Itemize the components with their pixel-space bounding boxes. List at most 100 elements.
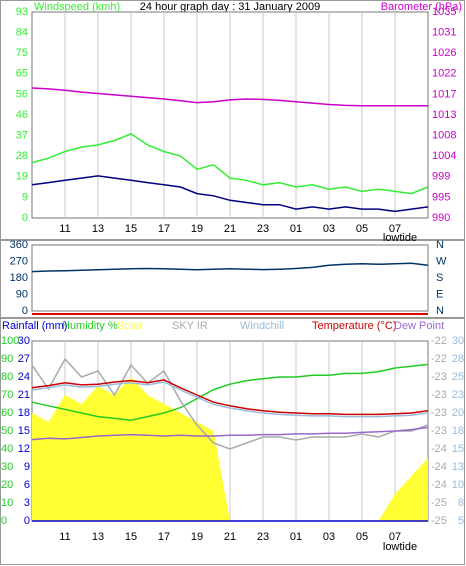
y4-tick-label: -24 (431, 461, 447, 473)
line (31, 426, 429, 441)
legend-label: Humidity % (62, 320, 118, 332)
y-tick-label: 30 (1, 461, 13, 473)
y3-tick-label: 15 (18, 425, 30, 437)
y-tick-label: 70 (1, 389, 13, 401)
y4-tick-label: -23 (431, 371, 447, 383)
y-tick-label: 65 (16, 68, 28, 80)
y-tick-label: 0 (1, 515, 7, 527)
x-tick-label: 05 (356, 223, 368, 235)
y3-tick-label: 24 (18, 371, 30, 383)
x-tick-label: 23 (257, 531, 269, 543)
y2-tick-label: 1031 (432, 27, 456, 39)
y3-tick-label: 18 (18, 407, 30, 419)
legend-label: Rainfall (mm) (2, 320, 67, 332)
y-tick-label: 90 (16, 288, 28, 300)
y3-tick-label: 12 (18, 443, 30, 455)
y-tick-label: 100 (1, 335, 19, 347)
y-tick-label: 75 (16, 47, 28, 59)
x-tick-label: 21 (224, 223, 236, 235)
x-tick-label: 21 (224, 531, 236, 543)
y-tick-label: 90 (1, 353, 13, 365)
y4-tick-label: -25 (431, 497, 447, 509)
y4-tick-label: -24 (431, 479, 447, 491)
y4-tick-label: -24 (431, 443, 447, 455)
y-tick-label: 40 (1, 443, 13, 455)
x-tick-label: 11 (59, 531, 70, 543)
y2-tick-label: 18 (452, 425, 464, 437)
y-tick-label: 360 (10, 239, 28, 251)
y-tick-label: 10 (1, 497, 13, 509)
y4-tick-label: -22 (431, 353, 447, 365)
y2-tick-label: 1022 (432, 68, 456, 80)
y2-tick-label: W (436, 255, 447, 267)
y-tick-label: 180 (10, 272, 28, 284)
line (31, 175, 429, 213)
y3-tick-label: 21 (18, 389, 30, 401)
y3-tick-label: 30 (18, 335, 30, 347)
y-tick-label: 20 (1, 479, 13, 491)
y2-tick-label: 1017 (432, 88, 456, 100)
x-tick-label: 15 (125, 223, 137, 235)
y2-tick-label: 995 (432, 191, 450, 203)
y2-axis-label: Barometer (hPa) (381, 1, 462, 13)
y4-tick-label: -23 (431, 425, 447, 437)
y-tick-label: 50 (1, 425, 13, 437)
y4-tick-label: -23 (431, 389, 447, 401)
y4-tick-label: -25 (431, 515, 447, 527)
annotation: lowtide (383, 541, 417, 553)
x-tick-label: 17 (158, 531, 170, 543)
y-tick-label: 60 (1, 407, 13, 419)
legend-label: Windchill (240, 320, 284, 332)
y4-tick-label: -23 (431, 407, 447, 419)
y2-tick-label: 23 (452, 389, 464, 401)
y-tick-label: 46 (16, 109, 28, 121)
y2-tick-label: 13 (452, 461, 464, 473)
x-tick-label: 19 (191, 223, 203, 235)
y-tick-label: 93 (16, 6, 28, 18)
y3-tick-label: 6 (24, 479, 30, 491)
y2-tick-label: E (436, 288, 443, 300)
y-tick-label: 28 (16, 150, 28, 162)
y-tick-label: 80 (1, 371, 13, 383)
y4-tick-label: -22 (431, 335, 447, 347)
x-tick-label: 17 (158, 223, 170, 235)
y2-tick-label: 1008 (432, 130, 456, 142)
y2-tick-label: 1026 (432, 47, 456, 59)
y-tick-label: 9 (22, 191, 28, 203)
y2-tick-label: 10 (452, 479, 464, 491)
y2-tick-label: 1013 (432, 109, 456, 121)
x-tick-label: 03 (323, 531, 335, 543)
y2-tick-label: 25 (452, 371, 464, 383)
y-tick-label: 270 (10, 255, 28, 267)
line (31, 363, 429, 421)
x-tick-label: 01 (290, 223, 302, 235)
y3-tick-label: 9 (24, 461, 30, 473)
area (32, 377, 428, 521)
y2-tick-label: N (436, 239, 444, 251)
y3-tick-label: 3 (24, 497, 30, 509)
x-tick-label: 13 (92, 531, 104, 543)
legend-label: Solar (117, 320, 143, 332)
y2-tick-label: 1004 (432, 150, 456, 162)
y2-tick-label: 5 (458, 515, 464, 527)
x-tick-label: 05 (356, 531, 368, 543)
y-tick-label: 0 (22, 305, 28, 317)
legend-label: Dew Point (394, 320, 444, 332)
y-tick-label: 84 (16, 27, 28, 39)
y2-tick-label: 20 (452, 407, 464, 419)
x-tick-label: 11 (59, 223, 70, 235)
y2-tick-label: N (436, 305, 444, 317)
x-tick-label: 01 (290, 531, 302, 543)
y2-tick-label: S (436, 272, 443, 284)
x-tick-label: 13 (92, 223, 104, 235)
x-tick-label: 23 (257, 223, 269, 235)
x-tick-label: 07 (389, 223, 401, 235)
x-tick-label: 15 (125, 531, 137, 543)
annotation: lowtide (383, 232, 417, 244)
y-tick-label: 56 (16, 88, 28, 100)
y2-tick-label: 1035 (432, 6, 456, 18)
line (31, 262, 429, 273)
plot-area (31, 244, 429, 312)
y3-tick-label: 0 (24, 515, 30, 527)
legend-label: SKY IR (172, 320, 208, 332)
